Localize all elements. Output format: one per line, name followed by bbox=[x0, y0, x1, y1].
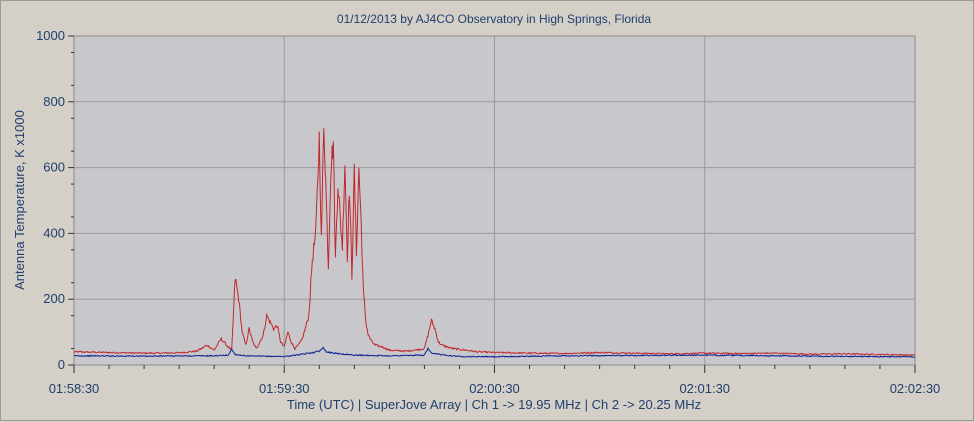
series-lines bbox=[73, 128, 916, 358]
x-tick-label: 02:01:30 bbox=[679, 381, 730, 396]
x-axis: 01:58:30 01:59:30 02:00:30 02:01:30 02:02:30 bbox=[49, 365, 941, 396]
y-tick-label: 1000 bbox=[36, 28, 65, 43]
y-tick-label: 200 bbox=[43, 291, 65, 306]
series-line-ch2 bbox=[73, 346, 916, 358]
chart-title: 01/12/2013 by AJ4CO Observatory in High … bbox=[337, 12, 651, 26]
y-tick-label: 600 bbox=[43, 160, 65, 175]
x-tick-label: 01:59:30 bbox=[259, 381, 310, 396]
y-tick-label: 0 bbox=[58, 357, 65, 372]
x-tick-label: 02:00:30 bbox=[469, 381, 520, 396]
y-axis: 0 200 400 600 800 1000 bbox=[36, 28, 74, 372]
y-tick-label: 800 bbox=[43, 94, 65, 109]
x-tick-label: 01:58:30 bbox=[49, 381, 100, 396]
grid-lines bbox=[74, 36, 915, 365]
x-axis-label: Time (UTC) | SuperJove Array | Ch 1 -> 1… bbox=[287, 397, 701, 412]
y-axis-label: Antenna Temperature, K x1000 bbox=[12, 110, 27, 290]
x-tick-label: 02:02:30 bbox=[890, 381, 941, 396]
y-tick-label: 400 bbox=[43, 225, 65, 240]
series-line-ch1 bbox=[73, 128, 916, 357]
